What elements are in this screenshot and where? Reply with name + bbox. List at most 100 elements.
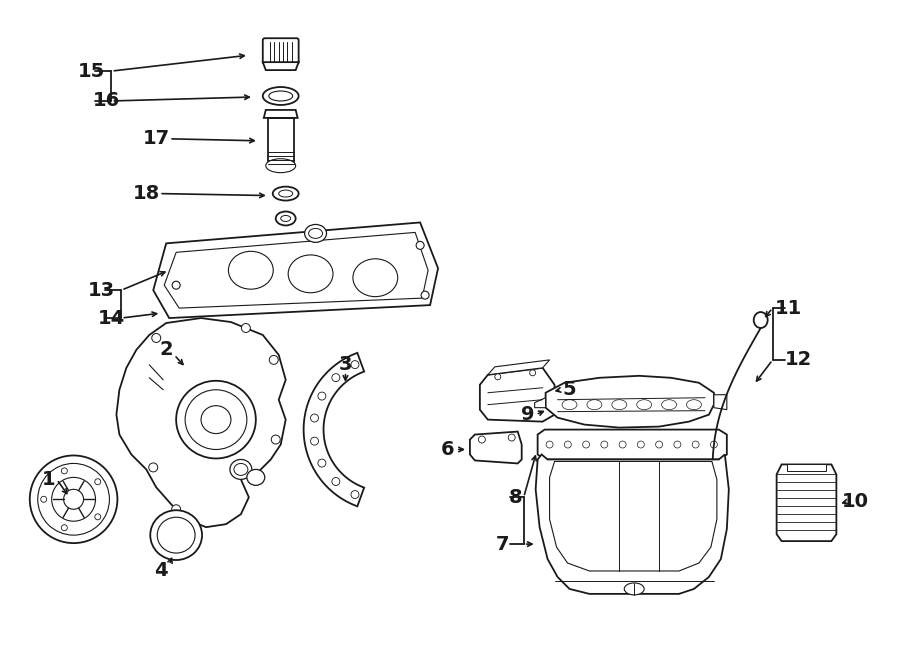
Text: 5: 5: [562, 380, 576, 399]
Ellipse shape: [332, 477, 340, 486]
Ellipse shape: [230, 459, 252, 479]
Ellipse shape: [158, 517, 195, 553]
Ellipse shape: [582, 441, 590, 448]
Ellipse shape: [201, 406, 231, 434]
Ellipse shape: [152, 334, 161, 342]
Ellipse shape: [564, 441, 572, 448]
Polygon shape: [777, 465, 836, 541]
Ellipse shape: [61, 468, 68, 474]
Polygon shape: [537, 430, 727, 459]
Ellipse shape: [281, 215, 291, 221]
Ellipse shape: [351, 361, 359, 369]
Ellipse shape: [148, 463, 157, 472]
FancyBboxPatch shape: [263, 38, 299, 64]
Text: 10: 10: [842, 492, 868, 511]
Text: 4: 4: [155, 561, 168, 580]
Ellipse shape: [636, 400, 652, 410]
Polygon shape: [153, 223, 438, 318]
Text: 8: 8: [508, 488, 523, 507]
Text: 9: 9: [521, 405, 535, 424]
Ellipse shape: [51, 477, 95, 521]
Ellipse shape: [176, 381, 256, 459]
Ellipse shape: [619, 441, 626, 448]
Ellipse shape: [318, 392, 326, 400]
Polygon shape: [545, 376, 714, 428]
Ellipse shape: [674, 441, 681, 448]
Polygon shape: [488, 360, 550, 375]
Ellipse shape: [662, 400, 677, 410]
Ellipse shape: [416, 241, 424, 249]
Polygon shape: [264, 110, 298, 118]
Ellipse shape: [229, 251, 274, 289]
Ellipse shape: [304, 225, 327, 243]
Ellipse shape: [234, 463, 248, 475]
Ellipse shape: [38, 463, 110, 535]
Text: 12: 12: [785, 350, 812, 369]
Ellipse shape: [318, 459, 326, 467]
Polygon shape: [480, 368, 554, 422]
Ellipse shape: [150, 510, 202, 560]
Polygon shape: [714, 395, 727, 410]
Ellipse shape: [263, 87, 299, 105]
Ellipse shape: [273, 186, 299, 200]
Ellipse shape: [94, 514, 101, 520]
Polygon shape: [263, 62, 299, 70]
Ellipse shape: [601, 441, 608, 448]
Ellipse shape: [612, 400, 626, 410]
Ellipse shape: [271, 435, 280, 444]
Ellipse shape: [94, 479, 101, 485]
Ellipse shape: [247, 469, 265, 485]
Ellipse shape: [530, 370, 536, 376]
Ellipse shape: [687, 400, 701, 410]
Polygon shape: [268, 118, 293, 166]
Ellipse shape: [546, 441, 554, 448]
Ellipse shape: [172, 281, 180, 289]
Ellipse shape: [288, 255, 333, 293]
Ellipse shape: [61, 525, 68, 531]
Text: 17: 17: [143, 130, 170, 148]
Polygon shape: [470, 432, 522, 463]
Text: 11: 11: [775, 299, 802, 317]
Polygon shape: [303, 353, 364, 506]
Ellipse shape: [637, 441, 644, 448]
Ellipse shape: [40, 496, 47, 502]
Ellipse shape: [562, 400, 577, 410]
Polygon shape: [164, 233, 428, 308]
Ellipse shape: [692, 441, 699, 448]
Text: 13: 13: [88, 281, 115, 299]
Ellipse shape: [587, 400, 602, 410]
Ellipse shape: [310, 414, 319, 422]
Ellipse shape: [753, 312, 768, 328]
Ellipse shape: [309, 229, 322, 239]
Ellipse shape: [269, 91, 292, 101]
Ellipse shape: [332, 373, 340, 381]
Text: 6: 6: [441, 440, 454, 459]
Text: 18: 18: [132, 184, 160, 203]
Polygon shape: [535, 398, 545, 408]
Ellipse shape: [269, 356, 278, 364]
Text: 3: 3: [338, 356, 352, 374]
Ellipse shape: [655, 441, 662, 448]
Ellipse shape: [266, 159, 296, 173]
Polygon shape: [536, 455, 729, 594]
Ellipse shape: [64, 489, 84, 509]
Ellipse shape: [172, 505, 181, 514]
Ellipse shape: [479, 436, 485, 443]
Ellipse shape: [30, 455, 117, 543]
Ellipse shape: [275, 212, 296, 225]
Ellipse shape: [508, 434, 515, 441]
Ellipse shape: [310, 437, 319, 445]
Text: 14: 14: [98, 309, 125, 328]
Ellipse shape: [495, 374, 500, 380]
Ellipse shape: [241, 323, 250, 332]
Text: 7: 7: [496, 535, 509, 554]
Polygon shape: [550, 461, 717, 571]
Ellipse shape: [421, 291, 429, 299]
Text: 1: 1: [42, 470, 56, 489]
Text: 16: 16: [93, 91, 120, 110]
Ellipse shape: [279, 190, 292, 197]
Ellipse shape: [710, 441, 717, 448]
Ellipse shape: [625, 583, 644, 595]
Text: 15: 15: [78, 61, 105, 81]
Polygon shape: [116, 318, 285, 527]
